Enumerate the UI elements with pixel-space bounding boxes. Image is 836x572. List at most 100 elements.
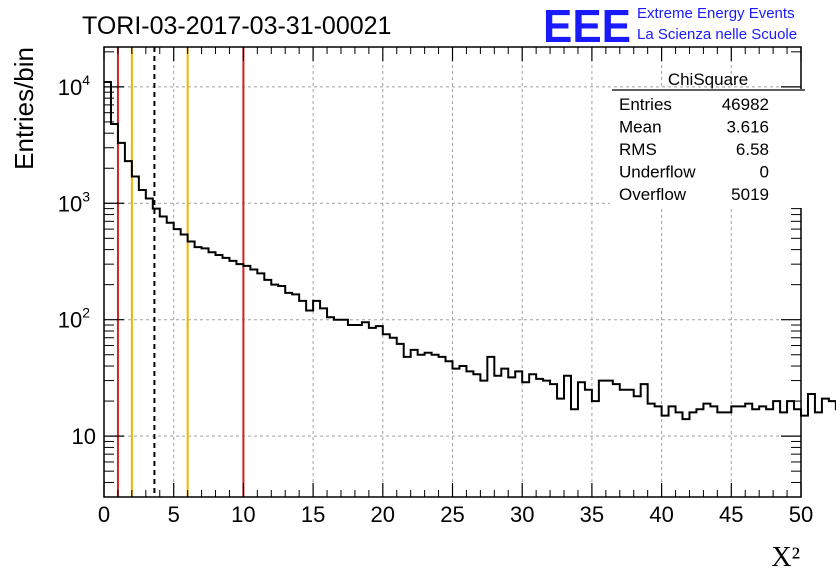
- stats-row-value: 0: [760, 163, 769, 182]
- logo-line-2: La Scienza nelle Scuole: [637, 26, 797, 43]
- histogram-bin: [229, 261, 236, 497]
- histogram-bin: [453, 369, 460, 497]
- histogram-bin: [348, 325, 355, 497]
- y-tick-base: 10: [58, 308, 82, 333]
- histogram-bin: [320, 308, 327, 497]
- histogram-bin: [466, 371, 473, 497]
- x-tick-label: 45: [719, 502, 743, 527]
- histogram-bin: [710, 406, 717, 497]
- histogram-bin: [592, 401, 599, 497]
- y-tick-exponent: 4: [82, 72, 90, 88]
- histogram-bin: [139, 190, 146, 497]
- histogram-bin: [446, 361, 453, 497]
- histogram-bin: [125, 161, 132, 497]
- histogram-bin: [209, 252, 216, 497]
- histogram-bin: [662, 416, 669, 497]
- histogram-bin: [487, 357, 494, 497]
- histogram-bin: [766, 409, 773, 497]
- x-tick-label: 25: [440, 502, 464, 527]
- histogram-bin: [216, 255, 223, 497]
- histogram-bin: [669, 406, 676, 497]
- chart-title: TORI-03-2017-03-31-00021: [82, 12, 391, 40]
- histogram-bin: [578, 382, 585, 497]
- histogram-bin: [599, 381, 606, 497]
- histogram-bin: [334, 320, 341, 497]
- histogram-bin: [564, 376, 571, 497]
- histogram-bin: [390, 338, 397, 497]
- histogram-bin: [425, 353, 432, 497]
- histogram-bin: [292, 294, 299, 497]
- y-tick-base: 10: [72, 424, 96, 449]
- histogram-bin: [369, 328, 376, 497]
- x-tick-label: 0: [98, 502, 110, 527]
- x-axis-label: X²: [771, 542, 800, 572]
- y-tick-label: 104: [58, 72, 90, 100]
- histogram-bin: [571, 409, 578, 497]
- eee-logo: EEE Extreme Energy Events La Scienza nel…: [543, 0, 797, 52]
- x-tick-label: 40: [649, 502, 673, 527]
- histogram-bin: [306, 310, 313, 497]
- stats-row-value: 6.58: [736, 140, 769, 159]
- histogram-bin: [271, 285, 278, 497]
- x-tick-label: 20: [371, 502, 395, 527]
- histogram-bin: [634, 396, 641, 497]
- histogram-bin: [801, 416, 808, 497]
- histogram-bin: [418, 355, 425, 497]
- x-tick-label: 5: [168, 502, 180, 527]
- histogram-bin: [411, 350, 418, 497]
- stats-row-label: Overflow: [619, 185, 687, 204]
- histogram-bin: [738, 406, 745, 497]
- histogram-bin: [808, 394, 815, 497]
- histogram-bin: [236, 264, 243, 497]
- histogram-bin: [780, 412, 787, 497]
- x-tick-label: 50: [789, 502, 813, 527]
- histogram-bin: [250, 269, 257, 497]
- y-tick-base: 10: [58, 191, 82, 216]
- histogram-bin: [515, 371, 522, 497]
- x-tick-label: 15: [301, 502, 325, 527]
- histogram-bin: [167, 223, 174, 497]
- y-tick-exponent: 3: [82, 188, 90, 204]
- y-tick-label: 102: [58, 305, 90, 333]
- x-tick-label: 10: [231, 502, 255, 527]
- stats-box-frame: [610, 89, 807, 208]
- histogram-bin: [773, 401, 780, 497]
- histogram-bin: [285, 293, 292, 497]
- y-tick-exponent: 2: [82, 305, 90, 321]
- histogram-bin: [181, 234, 188, 497]
- y-tick-base: 10: [58, 75, 82, 100]
- histogram-bin: [529, 374, 536, 497]
- histogram-bin: [829, 401, 836, 497]
- histogram-bin: [620, 390, 627, 497]
- histogram-bin: [522, 382, 529, 497]
- histogram-bin: [160, 217, 167, 497]
- x-tick-labels: 0 5 10 15 20 25 30 35 40 45 50: [98, 502, 813, 527]
- histogram-bin: [508, 377, 515, 497]
- histogram-bin: [341, 320, 348, 497]
- histogram-bin: [501, 369, 508, 497]
- histogram-bin: [432, 355, 439, 497]
- histogram-bin: [327, 317, 334, 497]
- histogram-bin: [174, 229, 181, 497]
- histogram-bin: [383, 334, 390, 497]
- histogram-bin: [195, 247, 202, 497]
- histogram-bin: [188, 241, 195, 497]
- histogram-bin: [439, 357, 446, 497]
- stats-box: ChiSquare Entries 46982 Mean 3.616 RMS 6.58 Un…: [610, 70, 807, 208]
- histogram-bin: [480, 381, 487, 497]
- stats-row-label: Underflow: [619, 163, 696, 182]
- histogram-bin: [376, 326, 383, 497]
- histogram-bin: [536, 379, 543, 497]
- histogram-bin: [613, 384, 620, 497]
- y-tick-label: 103: [58, 188, 90, 216]
- stats-row-value: 3.616: [726, 118, 769, 137]
- stats-row-value: 5019: [731, 185, 769, 204]
- histogram-bin: [696, 409, 703, 497]
- stats-box-title: ChiSquare: [668, 70, 748, 89]
- histogram-bin: [362, 322, 369, 497]
- histogram-bin: [585, 390, 592, 497]
- histogram-step-line: [104, 81, 836, 421]
- histogram-bin: [557, 399, 564, 497]
- histogram-series: [104, 81, 836, 497]
